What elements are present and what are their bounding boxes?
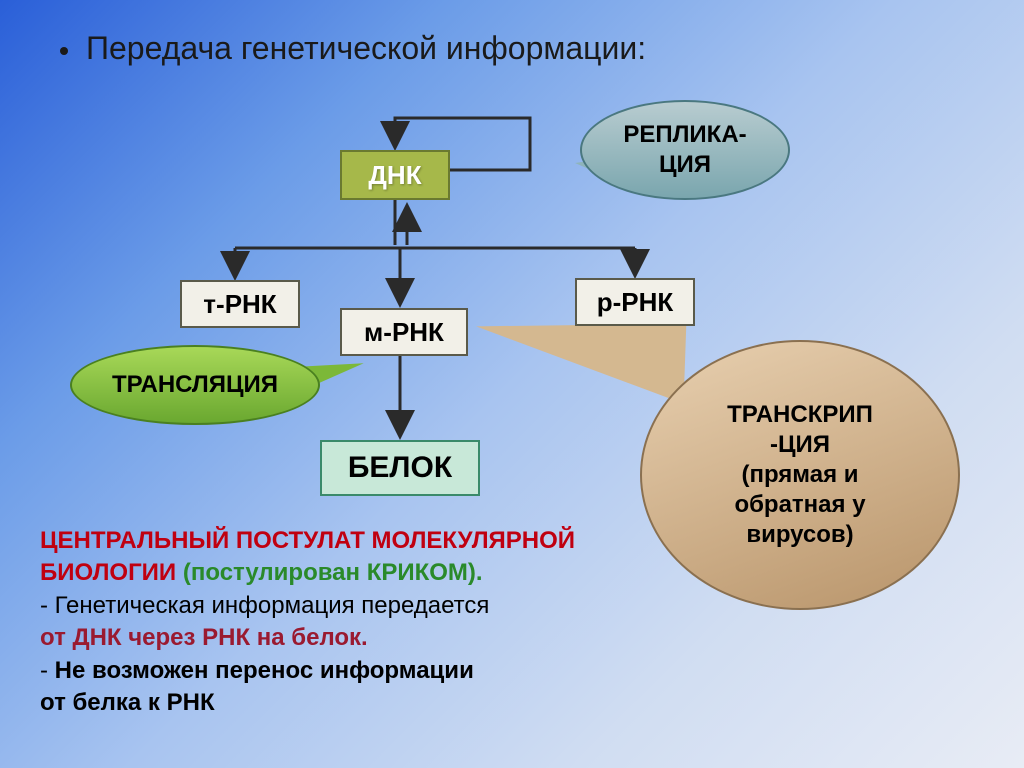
postulate-l4b: Не возможен перенос информации <box>55 657 474 684</box>
postulate-line1b: БИОЛОГИИ (постулирован КРИКОМ). <box>40 557 670 589</box>
postulate-l2a: - Генетическая информация передается <box>40 592 489 619</box>
postulate-l1b: БИОЛОГИИ <box>40 559 176 586</box>
slide-title: Передача генетической информации: <box>60 30 646 67</box>
transcription-tail <box>474 316 687 403</box>
translation-text: ТРАНСЛЯЦИЯ <box>112 370 278 400</box>
postulate-line2: - Генетическая информация передается <box>40 590 670 622</box>
transcription-l4: обратная у <box>734 491 865 518</box>
callout-translation: ТРАНСЛЯЦИЯ <box>70 345 320 425</box>
footnote-block: ЦЕНТРАЛЬНЫЙ ПОСТУЛАТ МОЛЕКУЛЯРНОЙ БИОЛОГ… <box>40 525 670 719</box>
postulate-l1c: (постулирован КРИКОМ). <box>176 559 482 586</box>
transcription-l2: -ЦИЯ <box>770 431 830 458</box>
transcription-l1: ТРАНСКРИП <box>727 401 873 428</box>
node-mrna-label: м-РНК <box>364 317 444 348</box>
node-mrna: м-РНК <box>340 308 468 356</box>
bullet-icon <box>60 47 68 55</box>
postulate-line5: от белка к РНК <box>40 687 670 719</box>
transcription-l5: вирусов) <box>746 521 853 548</box>
postulate-l3: от ДНК через РНК на белок. <box>40 624 368 651</box>
replication-l1: РЕПЛИКА- <box>623 121 746 148</box>
node-trna-label: т-РНК <box>203 289 276 320</box>
postulate-l5: от белка к РНК <box>40 689 215 716</box>
node-rrna-label: р-РНК <box>597 287 674 318</box>
node-belok: БЕЛОК <box>320 440 480 496</box>
node-trna: т-РНК <box>180 280 300 328</box>
node-belok-label: БЕЛОК <box>348 451 452 485</box>
postulate-line4: - Не возможен перенос информации <box>40 655 670 687</box>
node-dnk: ДНК <box>340 150 450 200</box>
node-rrna: р-РНК <box>575 278 695 326</box>
postulate-line3: от ДНК через РНК на белок. <box>40 622 670 654</box>
postulate-line1: ЦЕНТРАЛЬНЫЙ ПОСТУЛАТ МОЛЕКУЛЯРНОЙ <box>40 525 670 557</box>
transcription-l3: (прямая и <box>741 461 858 488</box>
node-dnk-label: ДНК <box>368 160 421 191</box>
postulate-l4a: - <box>40 657 55 684</box>
replication-l2: ЦИЯ <box>659 151 711 178</box>
title-text: Передача генетической информации: <box>86 30 646 66</box>
callout-transcription: ТРАНСКРИП -ЦИЯ (прямая и обратная у виру… <box>640 340 960 610</box>
callout-replication: РЕПЛИКА- ЦИЯ <box>580 100 790 200</box>
postulate-l1a: ЦЕНТРАЛЬНЫЙ ПОСТУЛАТ МОЛЕКУЛЯРНОЙ <box>40 527 575 554</box>
